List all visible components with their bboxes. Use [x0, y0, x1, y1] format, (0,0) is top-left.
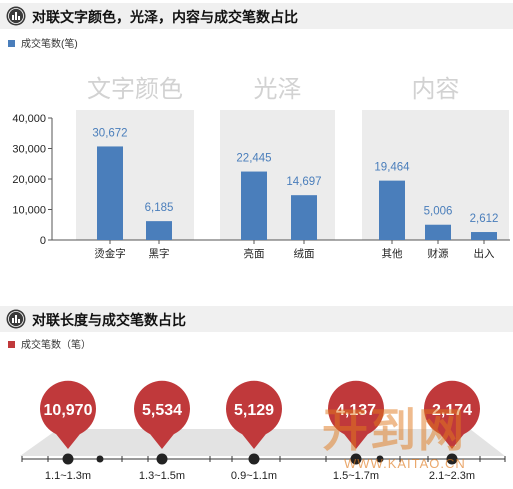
- floor-band: [20, 429, 505, 456]
- bar-value-label: 5,006: [424, 206, 453, 218]
- pin-value-label: 5,534: [142, 402, 182, 419]
- y-tick-label: 30,000: [12, 144, 46, 156]
- pin-dot: [248, 453, 260, 465]
- y-tick-label: 20,000: [12, 174, 46, 186]
- y-tick-label: 40,000: [12, 113, 46, 125]
- chart2-legend-swatch: [8, 340, 15, 348]
- pin-dot: [350, 453, 362, 465]
- pin-value-label: 2,174: [432, 402, 472, 419]
- group-panel: [220, 110, 335, 240]
- bar: [379, 180, 405, 240]
- x-tick-label: 亮面: [244, 247, 265, 260]
- chart1-legend-label: 成交笔数(笔): [21, 39, 78, 50]
- chart2-header: 对联长度与成交笔数占比: [0, 306, 513, 332]
- group-label: 内容: [412, 76, 460, 103]
- value-pin: [40, 380, 97, 449]
- bar-value-label: 30,672: [92, 127, 127, 139]
- pin-dot: [156, 453, 168, 465]
- bar-chart: 文字颜色 光泽 内容 40,000 30,000 20,000 10,000 0 30,672 烫…: [12, 76, 510, 260]
- watermark-url: WWW.KAITAO.CN: [344, 456, 466, 471]
- value-pin: [134, 380, 190, 449]
- axis-dot: [96, 455, 104, 463]
- value-pin: [226, 380, 282, 449]
- bar-value-label: 14,697: [286, 176, 321, 188]
- bar: [425, 224, 451, 240]
- y-tick-label: 0: [40, 235, 46, 247]
- x-tick-label: 黑字: [149, 247, 170, 260]
- value-pin: [328, 380, 385, 449]
- category-label: 0.9~1.1m: [231, 470, 277, 482]
- pin-dot: [62, 453, 74, 465]
- pin-value-label: 10,970: [44, 402, 93, 419]
- chart2-title: 对联长度与成交笔数占比: [32, 312, 186, 328]
- watermark: 开到网 WWW.KAITAO.CN: [322, 394, 512, 484]
- y-tick-label: 10,000: [12, 205, 46, 217]
- bar-chart-icon: [6, 6, 26, 26]
- category-label: 1.3~1.5m: [139, 470, 185, 482]
- bar-value-label: 19,464: [374, 162, 410, 174]
- pin-value-label: 4,137: [336, 402, 376, 419]
- bar: [291, 195, 317, 240]
- chart1-legend-swatch: [8, 39, 15, 47]
- category-label: 2.1~2.3m: [429, 470, 475, 482]
- category-label: 1.1~1.3m: [45, 470, 91, 482]
- group-label: 文字颜色: [87, 76, 183, 103]
- bar-chart-icon: [6, 309, 26, 329]
- bar: [241, 171, 267, 240]
- x-tick-label: 财源: [428, 247, 449, 260]
- chart2-legend: 成交笔数（笔）: [8, 336, 91, 351]
- bar-value-label: 22,445: [236, 153, 271, 165]
- watermark-logo: 开到网: [322, 403, 466, 457]
- group-panel: [76, 110, 194, 240]
- x-tick-label: 其他: [382, 247, 403, 260]
- chart2-legend-label: 成交笔数（笔）: [21, 340, 91, 351]
- bar-value-label: 6,185: [145, 202, 174, 214]
- bar: [97, 146, 123, 240]
- value-pin: [424, 380, 481, 449]
- bar: [471, 232, 497, 240]
- chart1-title: 对联文字颜色，光泽，内容与成交笔数占比: [32, 9, 298, 25]
- chart1-header: 对联文字颜色，光泽，内容与成交笔数占比: [0, 3, 513, 29]
- category-label: 1.5~1.7m: [333, 470, 379, 482]
- x-tick-label: 绒面: [294, 247, 315, 260]
- axis-dot: [376, 455, 384, 463]
- chart1-legend: 成交笔数(笔): [8, 35, 78, 50]
- pin-value-label: 5,129: [234, 402, 274, 419]
- group-label: 光泽: [254, 76, 302, 103]
- pin-dot: [446, 453, 458, 465]
- x-tick-label: 出入: [474, 247, 495, 260]
- marker-chart: 10,970 1.1~1.3m 5,534 1.3~1.5m 5,129 0.9~1.1m…: [20, 380, 506, 482]
- bar-value-label: 2,612: [470, 213, 499, 225]
- x-tick-label: 烫金字: [94, 247, 126, 260]
- bar: [146, 221, 172, 240]
